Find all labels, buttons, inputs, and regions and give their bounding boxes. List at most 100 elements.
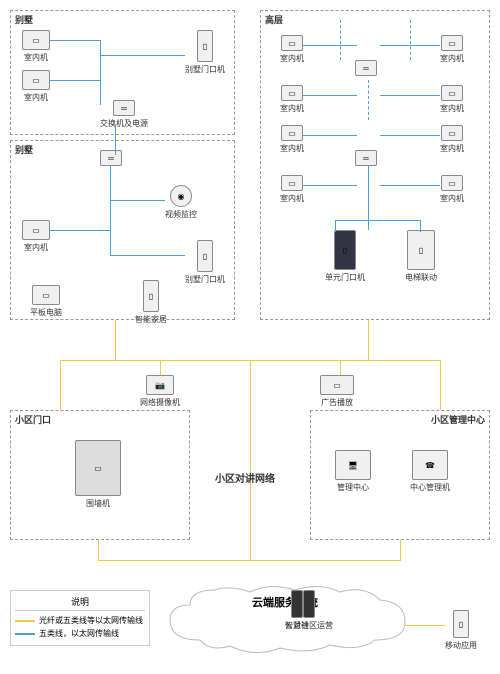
- backbone-line: [160, 360, 161, 375]
- connection-line: [335, 220, 336, 232]
- connection-line: [110, 165, 111, 255]
- backbone-line: [60, 360, 61, 410]
- door-panel-icon: ▯: [334, 230, 356, 270]
- backbone-line: [368, 320, 369, 360]
- switch-icon: ═: [355, 60, 377, 76]
- tablet-icon: ▭: [32, 285, 60, 305]
- indoor-device: ▭室内机: [440, 85, 464, 114]
- monitor-icon: ▭: [281, 125, 303, 141]
- network-label: 小区对讲网络: [215, 470, 275, 485]
- connection-line: [420, 220, 421, 232]
- monitor-icon: ▭: [22, 70, 50, 90]
- villa-door-device: ▯别墅门口机: [185, 240, 225, 285]
- connection-line: [380, 95, 440, 96]
- mobile-device: ▯移动应用: [445, 610, 477, 651]
- switch-device: ═交换机及电源: [100, 100, 148, 129]
- indoor-device: ▭室内机: [280, 35, 304, 64]
- tablet-device: ▭平板电脑: [30, 285, 62, 318]
- mgmt-device: 🖥管理中心: [335, 450, 371, 493]
- phone-icon: ▯: [143, 280, 159, 312]
- indoor-device: ▭室内机: [22, 30, 50, 63]
- indoor-device: ▭室内机: [280, 85, 304, 114]
- gate-title: 小区门口: [15, 413, 51, 426]
- monitor-icon: ▭: [441, 175, 463, 191]
- backbone-line: [340, 360, 341, 375]
- connection-line: [302, 45, 357, 46]
- backbone-line: [405, 625, 445, 626]
- camera-device: ◉视频监控: [165, 185, 197, 220]
- door-panel-icon: ▯: [197, 240, 213, 272]
- indoor-device: ▭室内机: [440, 125, 464, 154]
- blue-line-icon: [15, 633, 35, 635]
- phone-icon: ▯: [453, 610, 469, 638]
- camera-icon: 📷: [146, 375, 174, 395]
- cloud-system: 云对讲 智慧社区运营 云端服务系统: [160, 580, 410, 660]
- backbone-line: [440, 360, 441, 410]
- villa2-title: 别墅: [15, 143, 33, 156]
- yellow-line-icon: [15, 620, 35, 622]
- connection-line: [380, 45, 440, 46]
- wall-unit-icon: ▭: [75, 440, 121, 496]
- netcam-device: 📷网络摄像机: [140, 375, 180, 408]
- indoor-device: ▭室内机: [22, 70, 50, 103]
- legend-row: 五类线，以太网传输线: [15, 628, 145, 639]
- center-mgmt-device: ☎中心管理机: [410, 450, 450, 493]
- legend-title: 说明: [15, 595, 145, 611]
- dotted-line: [340, 20, 341, 60]
- elevator-icon: ▯: [407, 230, 435, 270]
- connection-line: [302, 135, 357, 136]
- center-title: 小区管理中心: [431, 413, 485, 426]
- indoor-device: ▭室内机: [440, 175, 464, 204]
- backbone-line: [400, 540, 401, 560]
- connection-line: [302, 95, 357, 96]
- legend-row: 光纤或五类线等以太网传输线: [15, 615, 145, 626]
- dotted-line: [368, 80, 369, 120]
- connection-line: [50, 40, 100, 41]
- connection-line: [380, 135, 440, 136]
- highrise-title: 高层: [265, 13, 283, 26]
- elevator-device: ▯电梯联动: [405, 230, 437, 283]
- connection-line: [115, 125, 116, 155]
- connection-line: [335, 220, 420, 221]
- monitor-icon: ▭: [441, 35, 463, 51]
- villa-door-device: ▯别墅门口机: [185, 30, 225, 75]
- backbone-line: [98, 560, 401, 561]
- monitor-icon: ▭: [281, 35, 303, 51]
- ad-device: ▭广告播放: [320, 375, 354, 408]
- switch-device: ═: [100, 150, 122, 166]
- unit-door-device: ▯单元门口机: [325, 230, 365, 283]
- wall-device: ▭围墙机: [75, 440, 121, 509]
- monitor-icon: ▭: [281, 175, 303, 191]
- monitor-icon: ▭: [22, 30, 50, 50]
- smarthome-device: ▯智能家居: [135, 280, 167, 325]
- monitor-icon: ▭: [441, 125, 463, 141]
- connection-line: [380, 185, 440, 186]
- backbone-line: [250, 360, 251, 560]
- monitor-icon: ▭: [22, 220, 50, 240]
- switch-icon: ═: [100, 150, 122, 166]
- backbone-line: [98, 540, 99, 560]
- connection-line: [50, 80, 100, 81]
- phone-unit-icon: ☎: [412, 450, 448, 480]
- server-icon: [303, 590, 315, 618]
- screen-icon: ▭: [320, 375, 354, 395]
- switch-device: ═: [355, 150, 377, 166]
- switch-icon: ═: [113, 100, 135, 116]
- backbone-line: [115, 320, 116, 360]
- connection-line: [100, 40, 101, 105]
- dotted-line: [410, 20, 411, 60]
- legend-box: 说明 光纤或五类线等以太网传输线 五类线，以太网传输线: [10, 590, 150, 646]
- connection-line: [50, 230, 110, 231]
- connection-line: [100, 55, 185, 56]
- villa1-title: 别墅: [15, 13, 33, 26]
- switch-device: ═: [355, 60, 377, 76]
- indoor-device: ▭室内机: [440, 35, 464, 64]
- indoor-device: ▭室内机: [280, 175, 304, 204]
- cloud-server-device: 智慧社区运营: [285, 590, 333, 631]
- indoor-device: ▭室内机: [280, 125, 304, 154]
- connection-line: [110, 200, 165, 201]
- switch-icon: ═: [355, 150, 377, 166]
- pc-icon: 🖥: [335, 450, 371, 480]
- camera-icon: ◉: [170, 185, 192, 207]
- monitor-icon: ▭: [441, 85, 463, 101]
